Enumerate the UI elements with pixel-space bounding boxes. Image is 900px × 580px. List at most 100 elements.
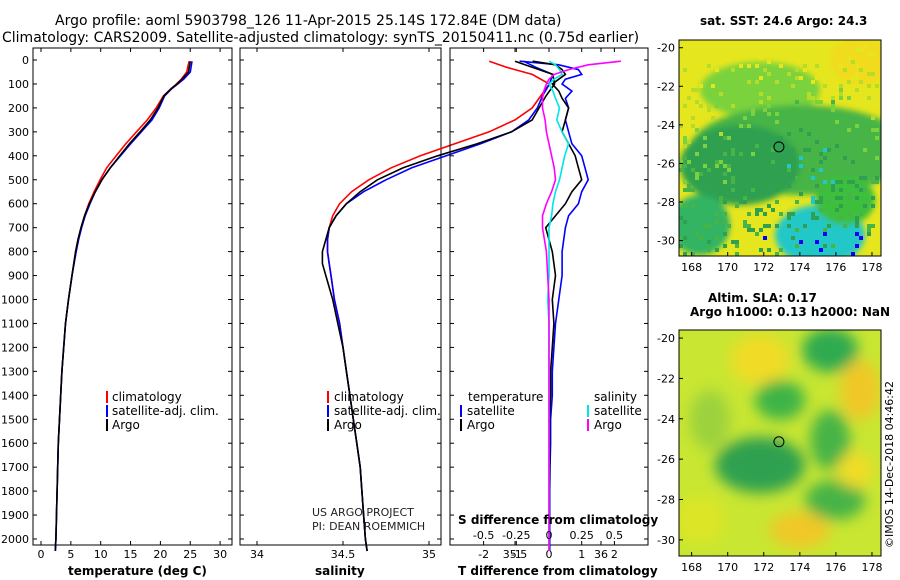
sst-pixel: [695, 60, 699, 64]
sst-pixel: [815, 184, 819, 188]
sst-pixel: [787, 216, 791, 220]
sst-pixel: [779, 64, 783, 68]
sst-pixel: [823, 148, 827, 152]
sst-pixel: [703, 64, 707, 68]
series-line-argo: [54, 61, 192, 552]
depth-axis: 0 100 200 300 400 500 600 700 800 900 1000 1100 1200…: [1, 54, 232, 546]
sst-pixel: [727, 56, 731, 60]
sst-pixel: [767, 160, 771, 164]
sst-pixel: [827, 148, 831, 152]
x-tick-label: 35.5: [503, 548, 528, 561]
lat-tick-label: -28: [657, 196, 675, 209]
sst-pixel: [799, 240, 803, 244]
sst-pixel: [763, 184, 767, 188]
sst-pixel: [799, 88, 803, 92]
sst-pixel: [707, 168, 711, 172]
sst-pixel: [811, 60, 815, 64]
sst-pixel: [715, 212, 719, 216]
sst-pixel: [771, 160, 775, 164]
sla-region: [805, 480, 865, 520]
lat-tick-label: -20: [657, 42, 675, 55]
sst-pixel: [679, 160, 683, 164]
sst-pixel: [819, 152, 823, 156]
lon-tick-label: 176: [825, 561, 846, 574]
sst-pixel: [751, 188, 755, 192]
sst-pixel: [815, 100, 819, 104]
sst-pixel: [819, 100, 823, 104]
depth-tick-label: 700: [8, 222, 29, 235]
sst-pixel: [767, 60, 771, 64]
sst-pixel: [791, 84, 795, 88]
salinity-legend: climatology satellite-adj. clim. Argo: [327, 390, 441, 432]
sst-pixel: [719, 160, 723, 164]
sst-pixel: [827, 224, 831, 228]
sst-map-frame: [678, 39, 882, 257]
sst-pixel: [815, 140, 819, 144]
sst-pixel: [763, 44, 767, 48]
sst-pixel: [735, 244, 739, 248]
temperature-plot-frame: [32, 47, 233, 546]
sst-pixel: [795, 200, 799, 204]
sst-pixel: [847, 180, 851, 184]
sst-region: [680, 125, 800, 205]
sst-pixel: [747, 224, 751, 228]
sst-pixel: [775, 160, 779, 164]
lon-tick-label: 174: [789, 261, 810, 274]
sst-pixel: [683, 236, 687, 240]
sst-pixel: [835, 196, 839, 200]
sst-pixel: [815, 68, 819, 72]
sst-pixel: [695, 100, 699, 104]
sst-pixel: [751, 152, 755, 156]
sst-pixel: [779, 176, 783, 180]
sst-pixel: [695, 172, 699, 176]
sst-pixel: [727, 164, 731, 168]
sst-pixel: [871, 116, 875, 120]
x-tick-label: 34: [250, 548, 264, 561]
sst-pixel: [787, 164, 791, 168]
depth-tick-label: 100: [8, 78, 29, 91]
sst-pixel: [831, 100, 835, 104]
sst-pixel: [811, 56, 815, 60]
series-line-climatology: [54, 61, 190, 552]
sst-pixel: [711, 52, 715, 56]
sst-pixel: [743, 200, 747, 204]
sst-pixel: [723, 220, 727, 224]
sst-pixel: [683, 144, 687, 148]
sst-pixel: [863, 148, 867, 152]
temperature-series: [54, 61, 193, 552]
sst-pixel: [827, 60, 831, 64]
sst-pixel: [815, 216, 819, 220]
sla-region: [802, 330, 858, 372]
watermark: ©IMOS 14-Dec-2018 04:46:42: [883, 381, 896, 548]
x-tick-label: 20: [153, 548, 167, 561]
sst-pixel: [867, 232, 871, 236]
sst-pixel: [807, 44, 811, 48]
sst-pixel: [811, 96, 815, 100]
lat-tick-label: -26: [657, 453, 675, 466]
sst-pixel: [727, 136, 731, 140]
sst-pixel: [779, 164, 783, 168]
sst-pixel: [755, 208, 759, 212]
sst-pixel: [731, 176, 735, 180]
sst-pixel: [803, 148, 807, 152]
sst-pixel: [731, 148, 735, 152]
lon-tick-label: 168: [681, 261, 702, 274]
sla-map-title1: Altim. SLA: 0.17: [708, 291, 817, 305]
sst-pixel: [847, 128, 851, 132]
depth-tick-label: 1000: [1, 294, 29, 307]
sst-pixel: [823, 144, 827, 148]
lat-tick-label: -30: [657, 534, 675, 547]
sst-pixel: [875, 176, 879, 180]
depth-tick-label: 200: [8, 102, 29, 115]
lon-tick-label: 178: [861, 561, 882, 574]
sst-pixel: [711, 84, 715, 88]
sst-pixel: [767, 224, 771, 228]
legend-swatch-t-argo: [460, 419, 462, 431]
sst-pixel: [683, 252, 687, 256]
sst-pixel: [855, 76, 859, 80]
sst-pixel: [787, 212, 791, 216]
sst-pixel: [715, 160, 719, 164]
sst-pixel: [847, 196, 851, 200]
sst-pixel: [759, 100, 763, 104]
